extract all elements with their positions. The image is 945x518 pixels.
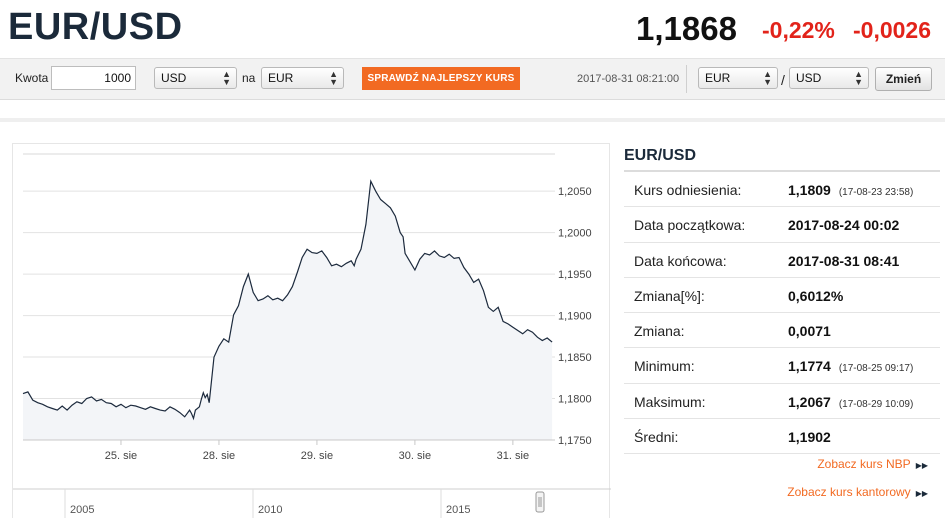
y-tick-label: 1,2000 [558, 228, 592, 240]
chart-canvas[interactable]: 1,2050 1,2000 1,1950 1,1900 1,1850 1,1800 1,17… [13, 144, 611, 518]
quote-header: EUR/USD 1,1868 -0,22% -0,0026 [0, 0, 945, 58]
stat-value-text: 1,1809 [788, 182, 831, 198]
stat-row: Data końcowa: 2017-08-31 08:41 [624, 243, 940, 278]
kantor-rate-link-label: Zobacz kurs kantorowy [787, 485, 911, 499]
price-chart[interactable]: 1,2050 1,2000 1,1950 1,1900 1,1850 1,1800 1,17… [12, 143, 611, 518]
stat-label: Data początkowa: [634, 217, 746, 234]
stat-row: Data początkowa: 2017-08-24 00:02 [624, 207, 940, 243]
stat-label: Maksimum: [634, 393, 706, 410]
select-arrows-icon: ▲ ▼ [763, 69, 772, 87]
stat-label: Minimum: [634, 358, 695, 375]
double-triangle-right-icon: ▶▶ [915, 489, 928, 498]
stat-value: 1,2067 (17-08-29 10:09) [788, 394, 913, 410]
nbp-rate-link-label: Zobacz kurs NBP [817, 457, 911, 471]
pair-separator: / [781, 72, 785, 88]
x-tick-label: 25. sie [105, 450, 137, 462]
kantor-rate-link[interactable]: Zobacz kurs kantorowy ▶▶ [787, 485, 928, 499]
stat-value: 1,1902 [788, 429, 831, 445]
y-tick-label: 1,1800 [558, 394, 592, 406]
stat-row: Minimum: 1,1774 (17-08-25 09:17) [624, 348, 940, 384]
from-currency-value: USD [161, 71, 187, 85]
x-tick-label: 28. sie [203, 450, 235, 462]
stat-value: 0,0071 [788, 323, 831, 339]
stat-label: Średni: [634, 429, 679, 446]
converter-toolbar: Kwota USD ▲▼ na EUR ▲▼ SPRAWDŹ NAJLEPSZY… [0, 58, 945, 100]
change-absolute: -0,0026 [853, 17, 932, 43]
stat-value: 2017-08-31 08:41 [788, 253, 899, 269]
stat-value-text: 1,2067 [788, 393, 831, 410]
to-currency-select[interactable]: EUR ▲ ▼ [261, 67, 344, 89]
current-rate: 1,1868 [636, 10, 737, 47]
stat-value-text: 1,1902 [788, 429, 831, 446]
stat-label: Zmiana[%]: [634, 287, 705, 304]
series-line [22, 179, 553, 421]
stat-row: Kurs odniesienia: 1,1809 (17-08-23 23:58) [624, 172, 940, 208]
quote-timestamp: 2017-08-31 08:21:00 [577, 73, 680, 85]
toolbar-divider [686, 65, 687, 93]
stats-panel: EUR/USD Kurs odniesienia: 1,1809 (17-08-23… [624, 143, 940, 499]
pair-quote-value: USD [796, 71, 822, 85]
stat-value: 1,1774 (17-08-25 09:17) [788, 358, 913, 374]
x-tick-label: 31. sie [497, 450, 529, 462]
amount-input[interactable] [51, 66, 136, 90]
stat-row: Maksimum: 1,2067 (17-08-29 10:09) [624, 384, 940, 420]
best-rate-button[interactable]: SPRAWDŹ NAJLEPSZY KURS [362, 67, 520, 90]
stat-note: (17-08-29 10:09) [838, 398, 914, 410]
stat-label: Data końcowa: [634, 252, 727, 269]
stat-value-text: 0,0071 [788, 323, 831, 340]
select-arrows-icon: ▲ ▼ [854, 69, 863, 87]
x-tick-label: 30. sie [399, 450, 431, 462]
stat-note: (17-08-23 23:58) [838, 187, 914, 198]
pair-base-select[interactable]: EUR ▲ ▼ [698, 67, 778, 89]
series-area [23, 181, 553, 440]
amount-label: Kwota [15, 71, 49, 85]
y-tick-label: 1,1950 [558, 269, 592, 281]
stat-label: Zmiana: [634, 323, 685, 340]
select-arrows-icon: ▲ ▼ [222, 69, 231, 87]
navigator-year-label: 2005 [70, 504, 94, 516]
pair-base-value: EUR [705, 71, 731, 85]
stat-value: 2017-08-24 00:02 [788, 217, 899, 233]
y-tick-label: 1,1900 [558, 311, 592, 323]
stat-value-text: 2017-08-31 08:41 [788, 252, 900, 269]
stat-value: 1,1809 (17-08-23 23:58) [788, 182, 913, 198]
stat-value-text: 1,1774 [788, 358, 831, 375]
stat-row: Zmiana[%]: 0,6012% [624, 278, 940, 314]
change-pair-button[interactable]: Zmień [875, 67, 932, 91]
stat-row: Średni: 1,1902 [624, 419, 940, 455]
stat-label: Kurs odniesienia: [634, 182, 742, 198]
stat-note: (17-08-25 09:17) [838, 363, 914, 375]
section-divider [0, 118, 945, 122]
select-arrows-icon: ▲ ▼ [329, 69, 338, 87]
change-percent: -0,22% [762, 17, 835, 43]
navigator-year-label: 2015 [446, 504, 470, 516]
from-currency-select[interactable]: USD ▲ ▼ [154, 67, 237, 89]
panel-title: EUR/USD [624, 143, 940, 172]
page-title: EUR/USD [8, 6, 183, 48]
navigator-handle[interactable] [535, 491, 545, 513]
x-tick-label: 29. sie [301, 450, 333, 462]
stat-row: Zmiana: 0,0071 [624, 313, 940, 349]
stats-list: Kurs odniesienia: 1,1809 (17-08-23 23:58) D… [624, 172, 940, 455]
stat-value-text: 2017-08-24 00:02 [788, 217, 900, 234]
to-currency-value: EUR [268, 71, 294, 85]
double-triangle-right-icon: ▶▶ [915, 461, 928, 470]
pair-quote-select[interactable]: USD ▲ ▼ [789, 67, 869, 89]
nbp-rate-link[interactable]: Zobacz kurs NBP ▶▶ [817, 457, 928, 471]
stat-value: 0,6012% [788, 288, 843, 304]
to-label: na [242, 71, 256, 85]
y-tick-label: 1,2050 [558, 186, 592, 198]
navigator-year-label: 2010 [258, 504, 282, 516]
stat-value-text: 0,6012% [788, 287, 844, 304]
y-tick-label: 1,1850 [558, 352, 592, 364]
y-tick-label: 1,1750 [558, 435, 592, 447]
